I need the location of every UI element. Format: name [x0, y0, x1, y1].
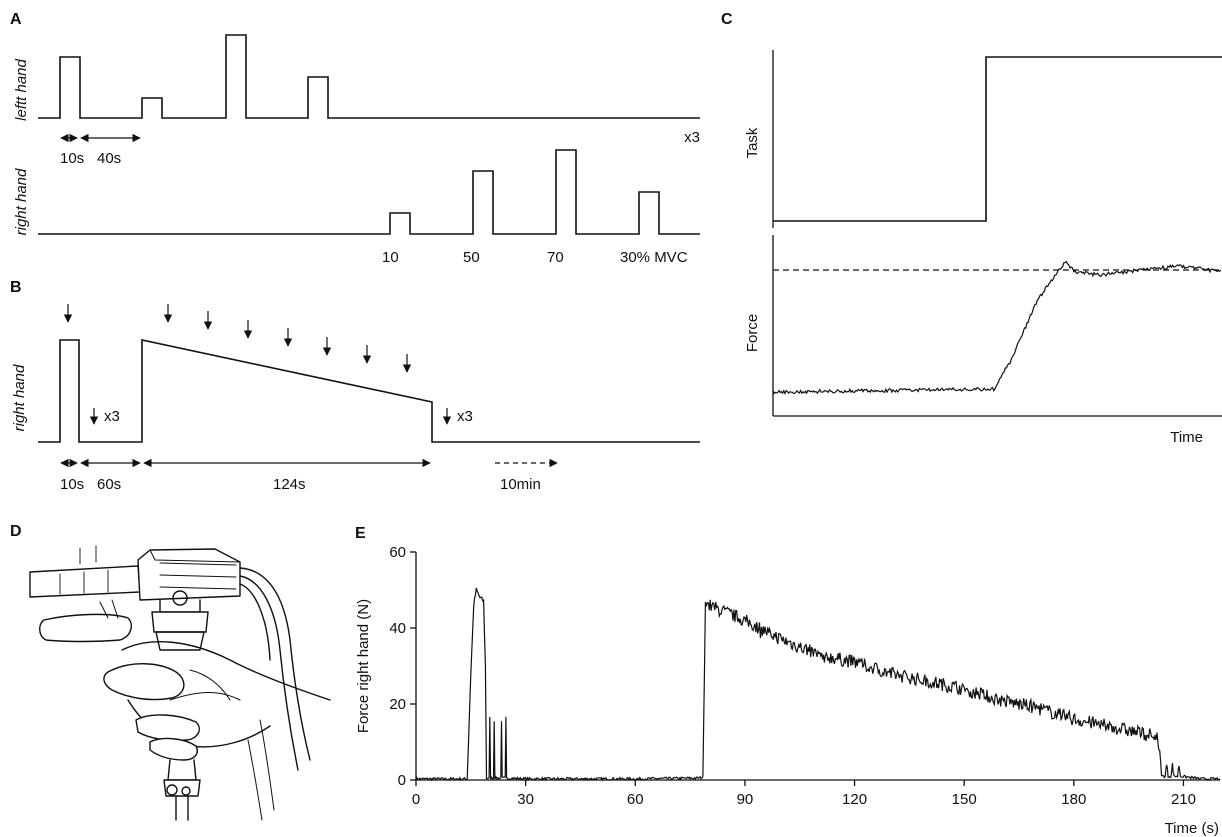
panel-b-label: B — [10, 279, 22, 296]
right-hand-trace — [38, 149, 700, 235]
force-right-hand-series — [415, 587, 1221, 782]
repeat-x3-rest: x3 — [104, 408, 120, 425]
force-response-trace — [772, 260, 1222, 396]
e-x-axis-label: Time (s) — [1165, 820, 1219, 837]
repeat-x3-post: x3 — [457, 408, 473, 425]
left-hand-label: leftt hand — [13, 58, 30, 120]
dur-10min-label: 10min — [500, 476, 541, 493]
e-y-axis-label: Force right hand (N) — [355, 599, 372, 733]
task-step-trace — [773, 56, 1222, 222]
x-tick-label: 0 — [412, 791, 420, 808]
level-70-label: 70 — [547, 249, 564, 266]
panel-a-label: A — [10, 11, 22, 28]
e-x-ticks: 0 30 60 90 120 150 180 210 — [412, 780, 1196, 808]
level-50-label: 50 — [463, 249, 480, 266]
panel-b: B right hand x3 x3 10s 60s 124s 10min — [10, 279, 700, 493]
time-label: Time — [1170, 429, 1203, 446]
right-hand-label-b: right hand — [11, 364, 28, 431]
y-tick-label: 60 — [389, 544, 406, 561]
dur-124s-label: 124s — [273, 476, 306, 493]
y-tick-label: 0 — [398, 772, 406, 789]
panel-a: A leftt hand 10s 40s x3 right hand 10 50… — [10, 11, 700, 266]
x-tick-label: 30 — [517, 791, 534, 808]
x-tick-label: 150 — [952, 791, 977, 808]
panel-c-label: C — [721, 11, 733, 28]
force-label: Force — [744, 314, 761, 352]
dur-40s-label: 40s — [97, 150, 121, 167]
y-tick-label: 20 — [389, 696, 406, 713]
dur-60s-label: 60s — [97, 476, 121, 493]
stimulus-arrows — [63, 304, 452, 425]
panel-e-label: E — [355, 525, 366, 542]
left-hand-trace — [38, 34, 700, 119]
dur-10s-label: 10s — [60, 150, 84, 167]
x-tick-label: 210 — [1171, 791, 1196, 808]
right-hand-label: right hand — [13, 168, 30, 235]
x-tick-label: 60 — [627, 791, 644, 808]
repeat-x3-label: x3 — [684, 129, 700, 146]
panel-e: E 0 20 40 60 0 30 60 90 120 150 180 210 Force righ… — [355, 525, 1221, 837]
panel-d: D — [10, 523, 331, 821]
sustained-contraction-trace — [38, 339, 700, 443]
e-y-ticks: 0 20 40 60 — [389, 544, 416, 789]
x-tick-label: 120 — [842, 791, 867, 808]
x-tick-label: 180 — [1061, 791, 1086, 808]
y-tick-label: 40 — [389, 620, 406, 637]
panel-c: C Task Force Time — [721, 11, 1222, 446]
level-30-mvc-label: 30% MVC — [620, 249, 688, 266]
panel-d-label: D — [10, 523, 22, 540]
task-label: Task — [744, 127, 761, 158]
hand-dynamometer-illustration — [29, 545, 331, 821]
level-10-label: 10 — [382, 249, 399, 266]
dur-10s-label-b: 10s — [60, 476, 84, 493]
x-tick-label: 90 — [737, 791, 754, 808]
